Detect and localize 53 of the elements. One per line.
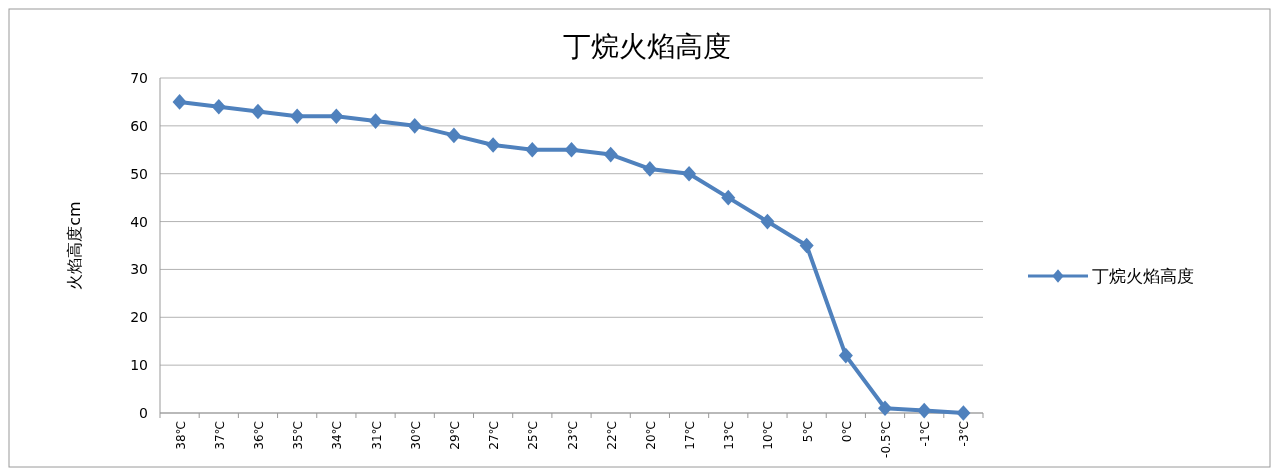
- point: [290, 108, 305, 125]
- point: [642, 161, 657, 177]
- x-tick-label: 10℃: [761, 421, 776, 450]
- x-tick-label: 27℃: [487, 421, 502, 450]
- point: [603, 146, 618, 163]
- x-tick-label: 5℃: [800, 421, 815, 443]
- y-tick-label: 60: [130, 117, 148, 134]
- legend-label: 丁烷火焰高度: [1092, 266, 1194, 286]
- y-tick-label: 70: [130, 70, 148, 86]
- point: [877, 400, 893, 417]
- point: [172, 94, 187, 110]
- y-tick-label: 40: [130, 213, 148, 230]
- point: [721, 189, 736, 206]
- point: [368, 113, 383, 129]
- y-tick-label: 10: [130, 357, 148, 374]
- point: [407, 118, 422, 134]
- x-tick-label: 13℃: [722, 421, 737, 450]
- point: [250, 103, 266, 120]
- y-tick-label: 30: [130, 261, 148, 278]
- point: [211, 98, 226, 115]
- x-tick-label: 36℃: [251, 421, 266, 450]
- x-tick-label: 31℃: [369, 421, 384, 450]
- y-axis-title: 火焰高度cm: [65, 201, 84, 290]
- point: [760, 213, 775, 230]
- x-tick-label: 0℃: [839, 421, 854, 443]
- point: [799, 237, 814, 254]
- y-tick-label: 50: [130, 165, 148, 182]
- x-tick-label: 23℃: [565, 421, 580, 450]
- point: [564, 141, 579, 158]
- point: [682, 165, 697, 182]
- x-tick-label: 38℃: [173, 421, 188, 450]
- x-tick-label: -1℃: [918, 421, 933, 447]
- x-tick-label: -3℃: [957, 421, 972, 447]
- point: [329, 108, 344, 125]
- x-tick-label: 37℃: [212, 421, 227, 450]
- point: [838, 347, 853, 364]
- point: [486, 137, 501, 153]
- x-tick-label: 17℃: [683, 421, 698, 450]
- x-tick-label: 35℃: [291, 421, 306, 450]
- point: [956, 405, 971, 421]
- point: [525, 141, 540, 158]
- y-tick-label: 20: [130, 309, 148, 326]
- x-tick-label: 25℃: [526, 421, 541, 450]
- x-tick-label: -0.5℃: [879, 421, 894, 458]
- x-tick-label: 20℃: [643, 421, 658, 450]
- point: [446, 127, 461, 144]
- point: [917, 402, 932, 419]
- y-tick-label: 0: [139, 405, 148, 421]
- x-tick-label: 34℃: [330, 421, 345, 450]
- x-tick-label: 29℃: [447, 421, 462, 450]
- x-tick-label: 30℃: [408, 421, 423, 450]
- x-tick-label: 22℃: [604, 421, 619, 450]
- chart-title: 丁烷火焰高度: [562, 30, 731, 63]
